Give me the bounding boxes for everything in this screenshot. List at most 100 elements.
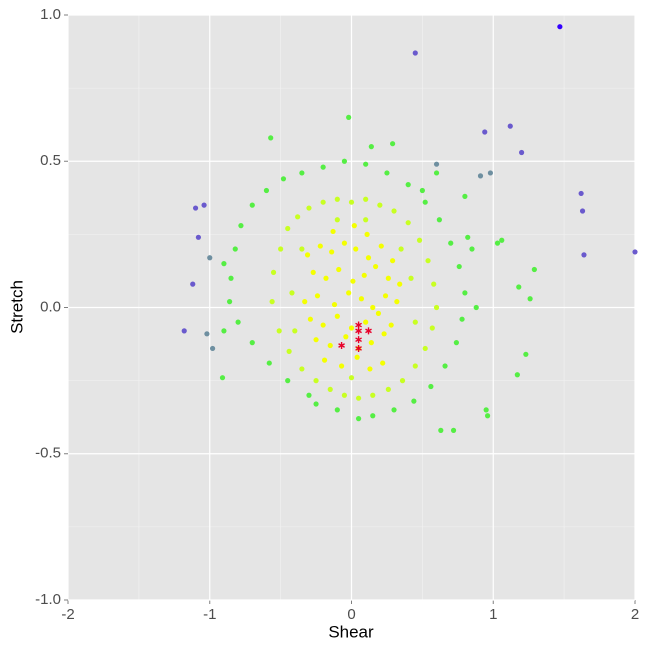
point	[397, 281, 403, 287]
point	[249, 340, 255, 346]
x-tick-label: 2	[631, 606, 639, 623]
point	[365, 255, 372, 261]
x-tick-label: 0	[347, 606, 355, 623]
point	[477, 173, 484, 179]
point	[307, 316, 313, 322]
point	[355, 395, 362, 401]
point	[327, 386, 333, 392]
point	[192, 205, 199, 211]
point	[181, 328, 187, 334]
y-tick-label: 0.0	[40, 298, 61, 315]
point	[355, 416, 362, 422]
point	[334, 407, 340, 413]
point	[334, 196, 340, 202]
point	[412, 363, 418, 369]
point	[425, 258, 431, 264]
point	[391, 208, 397, 214]
point	[278, 246, 284, 252]
point	[195, 234, 202, 240]
point	[557, 24, 563, 30]
point	[412, 50, 418, 56]
asterisk-point	[355, 344, 362, 352]
x-tick-label: 1	[489, 606, 497, 623]
point	[459, 316, 465, 322]
point	[499, 237, 505, 243]
point	[249, 202, 255, 208]
point	[370, 304, 376, 311]
point	[266, 360, 272, 366]
point	[363, 161, 369, 167]
point	[433, 161, 440, 167]
point	[314, 293, 321, 299]
point	[368, 144, 374, 150]
point	[306, 392, 312, 398]
point	[370, 392, 376, 398]
asterisk-point	[355, 321, 362, 329]
point	[367, 366, 373, 372]
point	[378, 243, 384, 249]
point	[514, 372, 520, 378]
point	[370, 413, 376, 419]
point	[348, 375, 355, 381]
point	[375, 310, 382, 316]
point	[519, 149, 525, 156]
point	[313, 401, 319, 407]
point	[299, 246, 305, 252]
point	[422, 345, 428, 352]
point	[632, 249, 638, 255]
y-tick-label: 1.0	[40, 6, 61, 23]
point	[429, 325, 435, 331]
point	[419, 187, 425, 194]
point	[341, 240, 348, 246]
point	[268, 135, 274, 141]
point	[292, 328, 298, 334]
point	[462, 290, 468, 296]
point	[207, 255, 213, 261]
point	[433, 170, 440, 176]
point	[334, 313, 340, 319]
point	[320, 199, 326, 205]
point	[280, 176, 287, 182]
point	[350, 278, 356, 284]
point	[238, 223, 244, 229]
asterisk-point	[365, 327, 372, 335]
point	[436, 217, 442, 223]
point	[317, 243, 323, 249]
point	[269, 299, 275, 305]
point	[450, 427, 457, 433]
point	[453, 340, 459, 346]
point	[363, 196, 369, 202]
point	[516, 284, 522, 290]
point	[465, 234, 471, 240]
point	[302, 299, 308, 305]
point	[527, 296, 533, 302]
point	[412, 319, 418, 325]
point	[310, 269, 316, 275]
point	[346, 114, 352, 120]
point	[348, 325, 355, 331]
point	[321, 357, 328, 363]
point	[336, 266, 342, 273]
point	[399, 378, 406, 384]
point	[346, 290, 352, 296]
point	[411, 398, 417, 404]
point	[507, 123, 513, 129]
point	[394, 299, 400, 305]
point	[438, 427, 444, 433]
point	[289, 290, 295, 296]
y-tick-label: -1.0	[35, 591, 61, 608]
point	[405, 182, 411, 188]
point	[235, 319, 241, 325]
x-axis-title: Shear	[328, 622, 374, 641]
point	[323, 275, 329, 281]
point	[364, 231, 370, 237]
point	[190, 281, 196, 287]
point	[433, 304, 440, 311]
point	[232, 246, 238, 252]
point	[327, 342, 333, 349]
point	[448, 240, 454, 246]
point	[473, 304, 479, 311]
point	[531, 266, 537, 273]
point	[523, 351, 529, 357]
